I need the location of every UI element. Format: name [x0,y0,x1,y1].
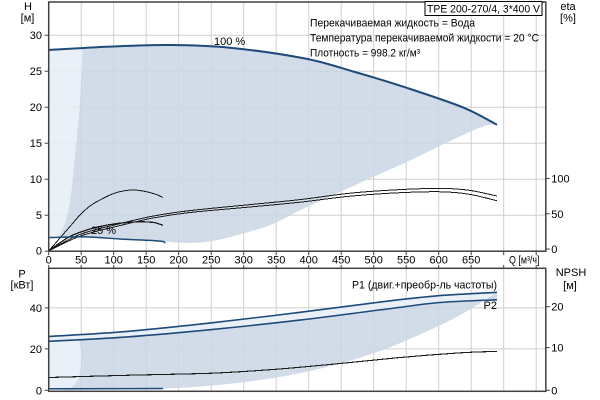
svg-text:500: 500 [365,255,383,267]
svg-text:20: 20 [551,302,563,314]
svg-text:450: 450 [332,255,350,267]
svg-text:0: 0 [551,385,557,397]
svg-text:600: 600 [430,255,448,267]
svg-text:550: 550 [397,255,415,267]
svg-text:300: 300 [235,255,253,267]
svg-text:30: 30 [30,30,42,42]
svg-text:20: 20 [30,344,42,356]
svg-text:0: 0 [46,255,52,267]
svg-text:100: 100 [105,255,123,267]
svg-text:200: 200 [170,255,188,267]
svg-text:H: H [24,1,32,13]
svg-text:350: 350 [267,255,285,267]
svg-text:Перекачиваемая жидкость = Вода: Перекачиваемая жидкость = Вода [310,18,476,30]
svg-text:25: 25 [30,66,42,78]
svg-text:10: 10 [30,174,42,186]
svg-text:0: 0 [36,246,42,258]
svg-text:0: 0 [551,244,557,256]
svg-text:400: 400 [300,255,318,267]
svg-text:TPE 200-270/4, 3*400 V: TPE 200-270/4, 3*400 V [427,4,541,16]
svg-text:Q [м³/ч]: Q [м³/ч] [509,255,540,267]
svg-text:5: 5 [36,210,42,222]
svg-text:20: 20 [30,102,42,114]
svg-text:P: P [18,269,25,281]
svg-text:P2: P2 [484,300,497,312]
svg-text:NPSH: NPSH [556,267,587,279]
svg-text:P1 (двиг.+преобр-ль частоты): P1 (двиг.+преобр-ль частоты) [352,280,497,292]
svg-text:100 %: 100 % [214,36,245,48]
svg-text:[кВт]: [кВт] [11,280,34,292]
svg-text:25 %: 25 % [91,225,116,237]
svg-text:15: 15 [30,138,42,150]
svg-text:[м]: [м] [21,13,35,25]
svg-text:[м]: [м] [563,280,577,292]
svg-text:150: 150 [137,255,155,267]
svg-text:50: 50 [75,255,87,267]
svg-text:[%]: [%] [560,13,576,25]
svg-text:10: 10 [551,343,563,355]
svg-text:Температура перекачиваемой жид: Температура перекачиваемой жидкости = 20… [310,33,539,45]
svg-text:250: 250 [202,255,220,267]
svg-text:50: 50 [551,209,563,221]
svg-text:40: 40 [30,303,42,315]
svg-text:0: 0 [36,385,42,397]
svg-text:eta: eta [560,1,576,13]
svg-text:Плотность = 998.2 кг/м³: Плотность = 998.2 кг/м³ [310,48,420,60]
svg-text:100: 100 [551,174,569,186]
svg-text:650: 650 [462,255,480,267]
